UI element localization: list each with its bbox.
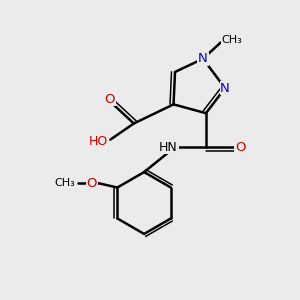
Text: O: O (235, 141, 246, 154)
Text: O: O (104, 93, 115, 106)
Text: CH₃: CH₃ (55, 178, 76, 188)
Text: HO: HO (88, 135, 107, 148)
Text: N: N (198, 52, 208, 65)
Text: CH₃: CH₃ (221, 35, 242, 45)
Text: N: N (220, 82, 230, 95)
Text: O: O (86, 177, 97, 190)
Text: HN: HN (159, 141, 178, 154)
